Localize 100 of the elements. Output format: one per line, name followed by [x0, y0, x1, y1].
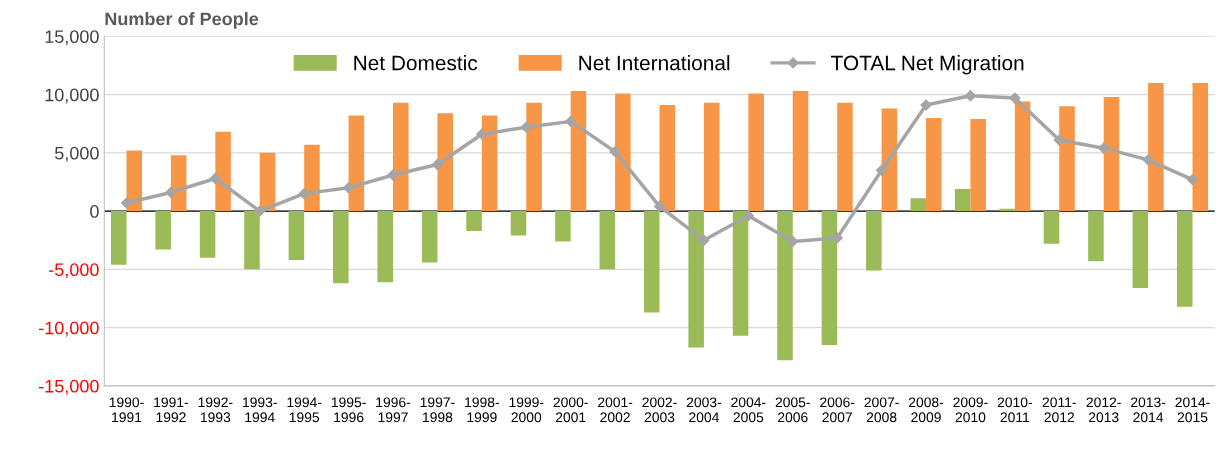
bar [555, 211, 571, 242]
point [742, 210, 754, 222]
x-tick-label: 1993- 1994 [243, 397, 277, 423]
y-axis-title: Number of People [105, 12, 259, 29]
bar [1059, 106, 1075, 212]
x-tick-label: 1997- 1998 [420, 397, 455, 423]
x-tick-label: 1999- 2000 [509, 397, 544, 423]
point [342, 182, 355, 194]
point [1142, 154, 1154, 166]
point [254, 205, 266, 217]
x-tick-label: 2005- 2006 [775, 397, 810, 423]
y-tick-label: 5,000 [54, 146, 99, 162]
bar [1088, 211, 1104, 262]
point [1009, 92, 1021, 104]
bar [199, 211, 216, 258]
bar [777, 211, 793, 361]
x-tick-label: 2006- 2007 [820, 397, 855, 423]
bar [1014, 101, 1031, 212]
x-tick-label: 1996- 1997 [376, 397, 411, 423]
bar [866, 211, 882, 271]
bar [954, 188, 971, 212]
bar [703, 102, 720, 212]
point [831, 232, 843, 244]
x-tick-label: 2002- 2003 [642, 397, 677, 423]
y-tick-label: -5,000 [49, 263, 99, 279]
bar [1043, 211, 1060, 244]
bar [377, 211, 394, 283]
bar [732, 211, 749, 336]
bar [970, 119, 986, 212]
bar [926, 117, 942, 212]
bar [110, 211, 127, 265]
x-tick-label: 2014- 2015 [1175, 397, 1210, 423]
x-tick-label: 2011- 2012 [1042, 397, 1076, 423]
bar [466, 211, 482, 231]
point [1053, 134, 1065, 146]
legend-label: Net Domestic [354, 55, 478, 71]
bar [259, 152, 276, 212]
point [165, 186, 177, 199]
y-tick-label: 10,000 [45, 88, 99, 104]
y-tick-label: 15,000 [45, 30, 99, 46]
bar [688, 211, 704, 348]
bar [244, 211, 260, 270]
point [520, 121, 532, 133]
point [565, 115, 577, 127]
point [875, 164, 888, 176]
x-tick-label: 2013- 2014 [1131, 397, 1166, 423]
bar [421, 211, 438, 263]
x-tick-label: 2001- 2002 [598, 397, 633, 423]
point [609, 146, 621, 158]
bar [821, 211, 838, 346]
x-tick-label: 1990- 1991 [109, 397, 144, 423]
y-tick-label: 0 [90, 205, 99, 218]
bar [333, 211, 349, 284]
bar [748, 93, 764, 212]
point [209, 172, 221, 185]
legend-label: TOTAL Net Migration [831, 55, 1024, 75]
x-tick-label: 2008- 2009 [908, 397, 944, 423]
bar [837, 102, 853, 212]
bar [643, 211, 660, 313]
point [653, 200, 666, 213]
x-tick-label: 2007- 2008 [864, 397, 899, 423]
bar [792, 91, 809, 212]
point [787, 235, 799, 248]
bar [1192, 82, 1209, 212]
bar [615, 93, 631, 212]
point [476, 128, 488, 140]
point [298, 188, 310, 200]
bar [659, 105, 676, 212]
point [1186, 174, 1199, 186]
bar [910, 198, 927, 212]
x-tick-label: 1995- 1996 [331, 397, 366, 423]
bar [348, 115, 365, 212]
bar [510, 211, 527, 236]
bar [288, 211, 305, 261]
bar [304, 144, 320, 212]
bar [1176, 211, 1193, 307]
x-tick-label: 1998- 1999 [465, 397, 499, 423]
x-tick-label: 1994- 1995 [287, 397, 322, 423]
bar [570, 91, 587, 212]
x-tick-label: 2003- 2004 [686, 397, 722, 423]
x-tick-label: 2004- 2005 [731, 397, 766, 423]
y-tick-label: -10,000 [39, 321, 99, 337]
x-tick-label: 2009- 2010 [953, 397, 988, 423]
x-tick-label: 1991- 1992 [154, 397, 189, 423]
bar [215, 131, 231, 212]
x-tick-label: 2000- 2001 [553, 397, 588, 423]
bar [155, 211, 171, 250]
point [120, 197, 133, 209]
bar [1103, 96, 1120, 212]
bar [526, 102, 542, 212]
point [1098, 142, 1110, 154]
bar [481, 115, 498, 212]
bar [1148, 82, 1164, 212]
x-tick-label: 2010- 2011 [997, 397, 1032, 423]
x-tick-label: 1992- 1993 [198, 397, 233, 423]
bar [393, 102, 409, 212]
bar [437, 113, 453, 212]
bar [599, 211, 616, 270]
y-tick-label: -15,000 [39, 379, 99, 395]
point [431, 158, 444, 171]
